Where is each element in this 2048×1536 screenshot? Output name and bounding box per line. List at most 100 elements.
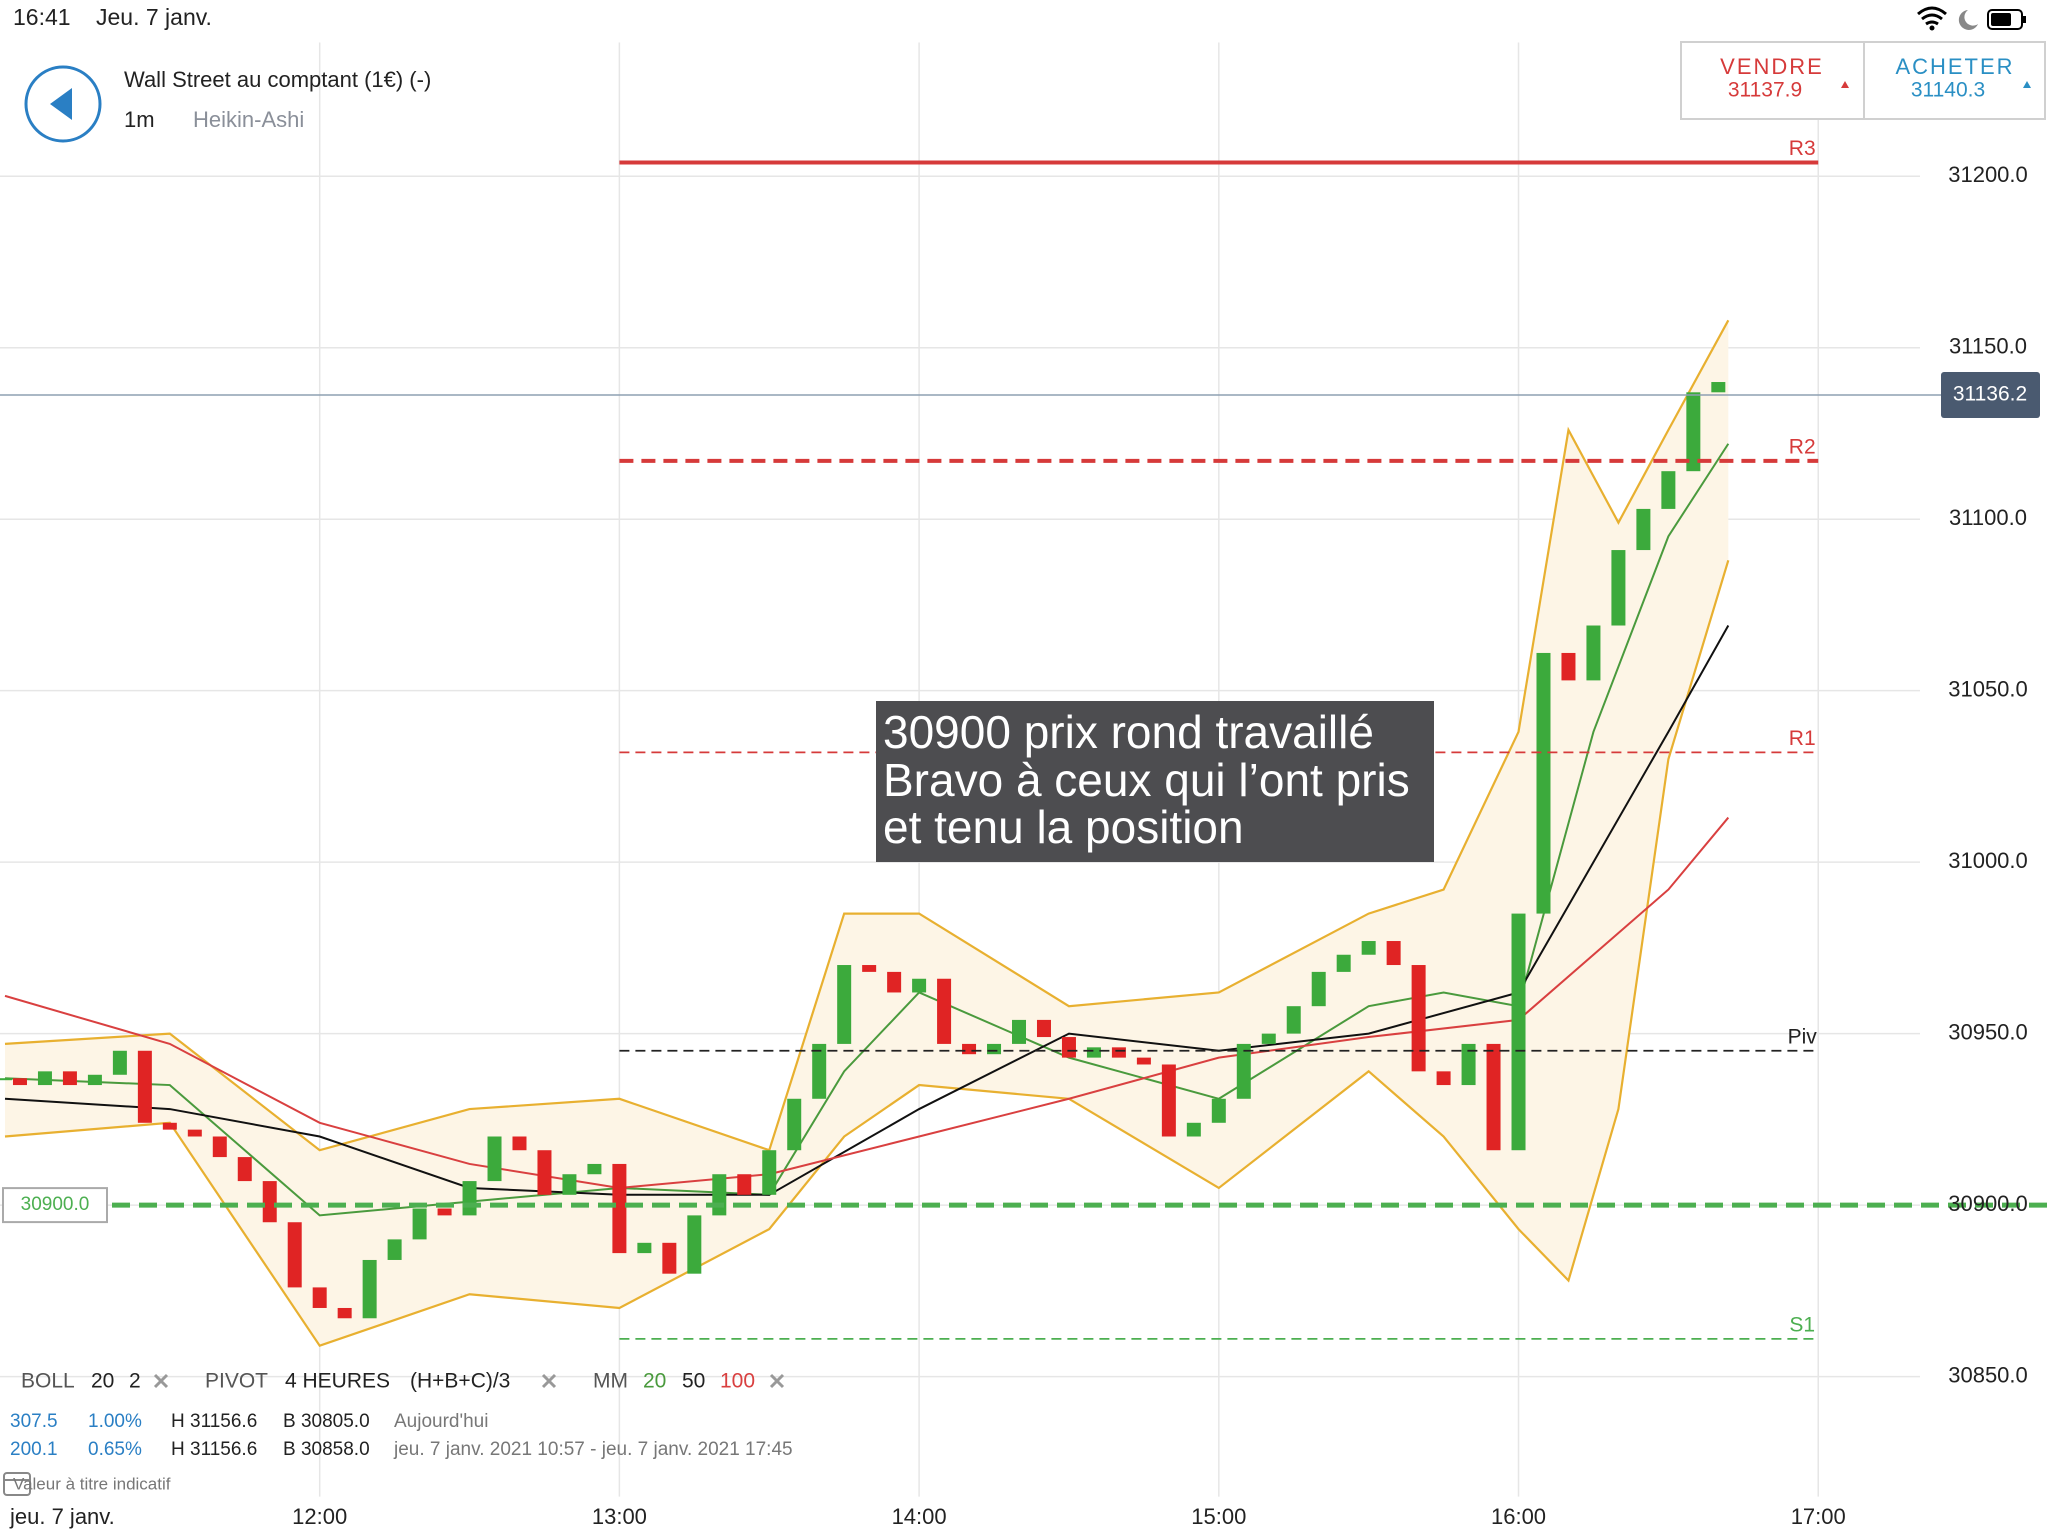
annotation-line: 30900 prix rond travaillé bbox=[883, 706, 1374, 758]
candle bbox=[0, 1078, 12, 1081]
y-tick-label: 31050.0 bbox=[1948, 676, 2028, 701]
candle bbox=[962, 1043, 977, 1055]
pivot-label: R2 bbox=[1789, 435, 1816, 458]
candle bbox=[1686, 392, 1701, 472]
buy-price[interactable]: 31140.3 bbox=[1911, 79, 1985, 102]
boll-label[interactable]: BOLL bbox=[21, 1370, 75, 1393]
pivot-label: Piv bbox=[1788, 1025, 1818, 1048]
remove-icon[interactable] bbox=[541, 1373, 557, 1389]
stat-period: jeu. 7 janv. 2021 10:57 - jeu. 7 janv. 2… bbox=[393, 1439, 793, 1460]
candle bbox=[762, 1150, 777, 1195]
level-label: 30900.0 bbox=[21, 1194, 90, 1215]
candle bbox=[537, 1150, 552, 1195]
status-icons bbox=[1917, 6, 2026, 31]
candle bbox=[1561, 652, 1576, 681]
last-price-label: 31136.2 bbox=[1953, 383, 2027, 406]
candle bbox=[462, 1181, 477, 1216]
candle bbox=[1161, 1064, 1176, 1137]
candle bbox=[312, 1287, 327, 1308]
stat-high: H 31156.6 bbox=[171, 1411, 257, 1432]
candle bbox=[1211, 1098, 1226, 1123]
stat-high: H 31156.6 bbox=[171, 1439, 257, 1460]
candle bbox=[862, 965, 877, 972]
sell-button[interactable]: VENDRE 31137.9 bbox=[1720, 54, 1849, 102]
candle bbox=[187, 1129, 202, 1137]
candle bbox=[112, 1050, 127, 1075]
candle bbox=[437, 1208, 452, 1216]
candle bbox=[1236, 1043, 1251, 1099]
calendar-icon bbox=[3, 1472, 31, 1496]
boll-deviations: 2 bbox=[129, 1370, 141, 1393]
stat-low: B 30858.0 bbox=[283, 1439, 370, 1460]
x-tick-label: 16:00 bbox=[1491, 1504, 1546, 1529]
candle bbox=[987, 1043, 1002, 1055]
candle bbox=[262, 1181, 277, 1223]
candle bbox=[1511, 913, 1526, 1151]
stat-period: Aujourd'hui bbox=[394, 1411, 488, 1432]
pivot-label: S1 bbox=[1789, 1313, 1815, 1336]
x-tick-label: 15:00 bbox=[1191, 1504, 1246, 1529]
candle bbox=[612, 1163, 627, 1254]
buy-button[interactable]: ACHETER 31140.3 bbox=[1895, 54, 2031, 102]
candle bbox=[512, 1136, 527, 1151]
instrument-name: Wall Street au comptant (1€) (-) bbox=[124, 67, 431, 92]
x-tick-label: 17:00 bbox=[1791, 1504, 1846, 1529]
stat-range: 307.5 bbox=[10, 1411, 58, 1432]
candle bbox=[62, 1071, 77, 1086]
stat-percent: 0.65% bbox=[88, 1439, 142, 1460]
candle bbox=[1411, 965, 1426, 1072]
candle bbox=[37, 1071, 52, 1086]
candle bbox=[1286, 1006, 1301, 1034]
candle bbox=[87, 1074, 102, 1086]
y-tick-label: 30950.0 bbox=[1948, 1019, 2028, 1044]
candle bbox=[937, 978, 952, 1044]
ma-legend: 20 bbox=[643, 1370, 666, 1393]
annotation: 30900 prix rond travaillé Bravo à ceux q… bbox=[876, 701, 1434, 862]
timeframe[interactable]: 1m bbox=[124, 107, 155, 132]
stats: 307.5 1.00% H 31156.6 B 30805.0 Aujourd'… bbox=[10, 1411, 793, 1460]
candle bbox=[412, 1208, 427, 1240]
candle bbox=[1261, 1033, 1276, 1044]
sell-price[interactable]: 31137.9 bbox=[1728, 79, 1802, 102]
pivot-formula: (H+B+C)/3 bbox=[410, 1370, 510, 1393]
pivot-period: 4 HEURES bbox=[285, 1370, 390, 1393]
pivot-label: R1 bbox=[1789, 727, 1816, 750]
last-price-box bbox=[1941, 372, 2040, 419]
candle bbox=[887, 971, 902, 993]
candle bbox=[1461, 1043, 1476, 1086]
candle bbox=[362, 1259, 377, 1319]
candle bbox=[637, 1242, 652, 1254]
disclaimer: Valeur à titre indicatif bbox=[13, 1474, 171, 1493]
candle bbox=[812, 1043, 827, 1099]
back-button[interactable] bbox=[24, 65, 102, 143]
ma-legend: 50 bbox=[682, 1370, 705, 1393]
pivot-label: R3 bbox=[1789, 137, 1816, 160]
ma-label[interactable]: MM bbox=[593, 1370, 628, 1393]
candle bbox=[1061, 1037, 1076, 1058]
candle bbox=[1012, 1019, 1027, 1044]
candle bbox=[1486, 1043, 1501, 1151]
boll-period: 20 bbox=[91, 1370, 114, 1393]
candle bbox=[912, 978, 927, 993]
sell-label[interactable]: VENDRE bbox=[1720, 54, 1824, 79]
buy-label[interactable]: ACHETER bbox=[1895, 54, 2014, 79]
pivot-label[interactable]: PIVOT bbox=[205, 1370, 268, 1393]
x-date-label: jeu. 7 janv. bbox=[9, 1504, 115, 1529]
candle bbox=[1136, 1057, 1151, 1065]
candle bbox=[287, 1222, 302, 1288]
remove-icon[interactable] bbox=[769, 1373, 785, 1389]
y-tick-label: 31150.0 bbox=[1949, 334, 2027, 359]
candle bbox=[487, 1136, 502, 1182]
candle bbox=[12, 1078, 27, 1086]
remove-icon[interactable] bbox=[153, 1373, 169, 1389]
status-time: 16:41 bbox=[13, 4, 71, 30]
candle bbox=[162, 1122, 177, 1130]
chart-style[interactable]: Heikin-Ashi bbox=[193, 107, 304, 132]
x-tick-label: 13:00 bbox=[592, 1504, 647, 1529]
candle bbox=[687, 1215, 702, 1274]
candle bbox=[662, 1242, 677, 1274]
moving-average bbox=[4, 443, 1730, 1217]
candle bbox=[1036, 1019, 1051, 1038]
candle bbox=[1336, 954, 1351, 972]
x-tick-label: 12:00 bbox=[292, 1504, 347, 1529]
